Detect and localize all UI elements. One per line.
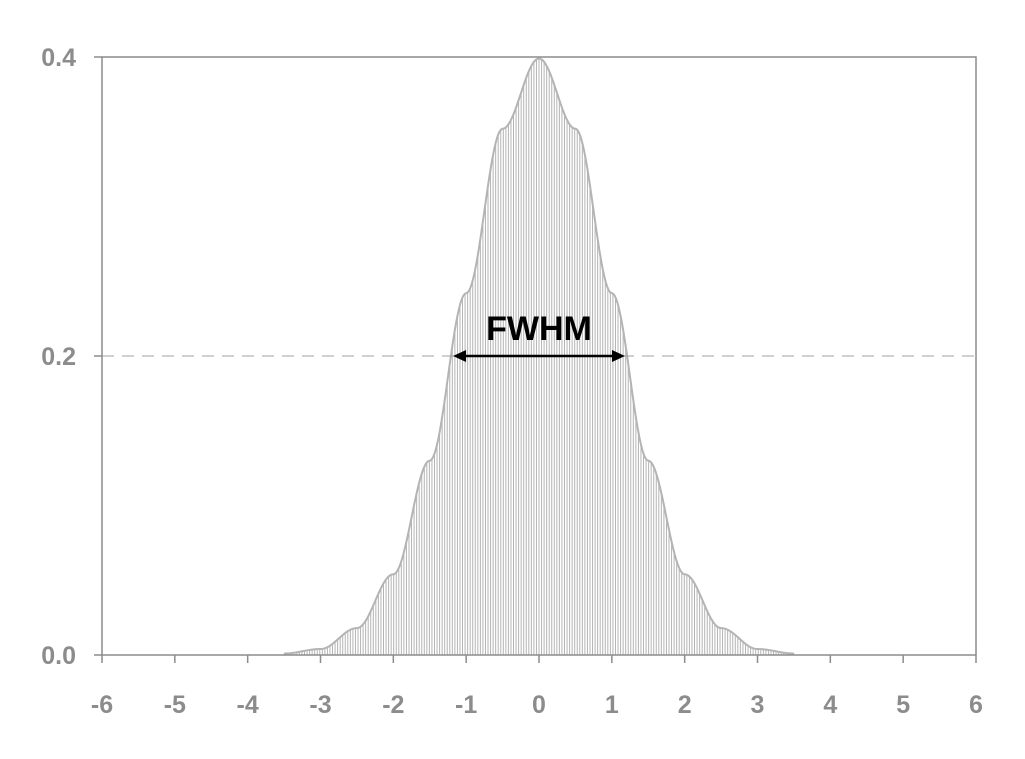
x-tick-label: 5 bbox=[896, 691, 910, 719]
fwhm-label: FWHM bbox=[486, 310, 592, 348]
fwhm-arrowhead-left bbox=[453, 350, 467, 362]
x-tick-label: -2 bbox=[382, 691, 404, 719]
fwhm-annotation: FWHM bbox=[453, 310, 625, 362]
x-tick-label: 4 bbox=[823, 691, 837, 719]
x-tick-label: 6 bbox=[969, 691, 983, 719]
area-fill bbox=[283, 58, 795, 655]
x-tick-label: -3 bbox=[309, 691, 331, 719]
data-curve bbox=[284, 57, 794, 655]
x-tick-label: -4 bbox=[237, 691, 259, 719]
x-tick-label: -6 bbox=[91, 691, 113, 719]
x-tick-label: 3 bbox=[751, 691, 765, 719]
x-axis: -6 -5 -4 -3 -2 -1 0 1 2 3 4 5 6 bbox=[91, 655, 983, 719]
y-tick-label: 0.0 bbox=[41, 642, 76, 670]
x-tick-label: -5 bbox=[164, 691, 186, 719]
x-tick-label: 1 bbox=[605, 691, 619, 719]
x-tick-label: 0 bbox=[532, 691, 546, 719]
fwhm-arrowhead-right bbox=[611, 350, 625, 362]
y-axis: 0.0 0.2 0.4 bbox=[41, 44, 102, 670]
x-tick-label: -1 bbox=[455, 691, 477, 719]
x-tick-label: 2 bbox=[678, 691, 692, 719]
y-tick-label: 0.4 bbox=[41, 44, 76, 72]
y-tick-label: 0.2 bbox=[41, 343, 76, 371]
